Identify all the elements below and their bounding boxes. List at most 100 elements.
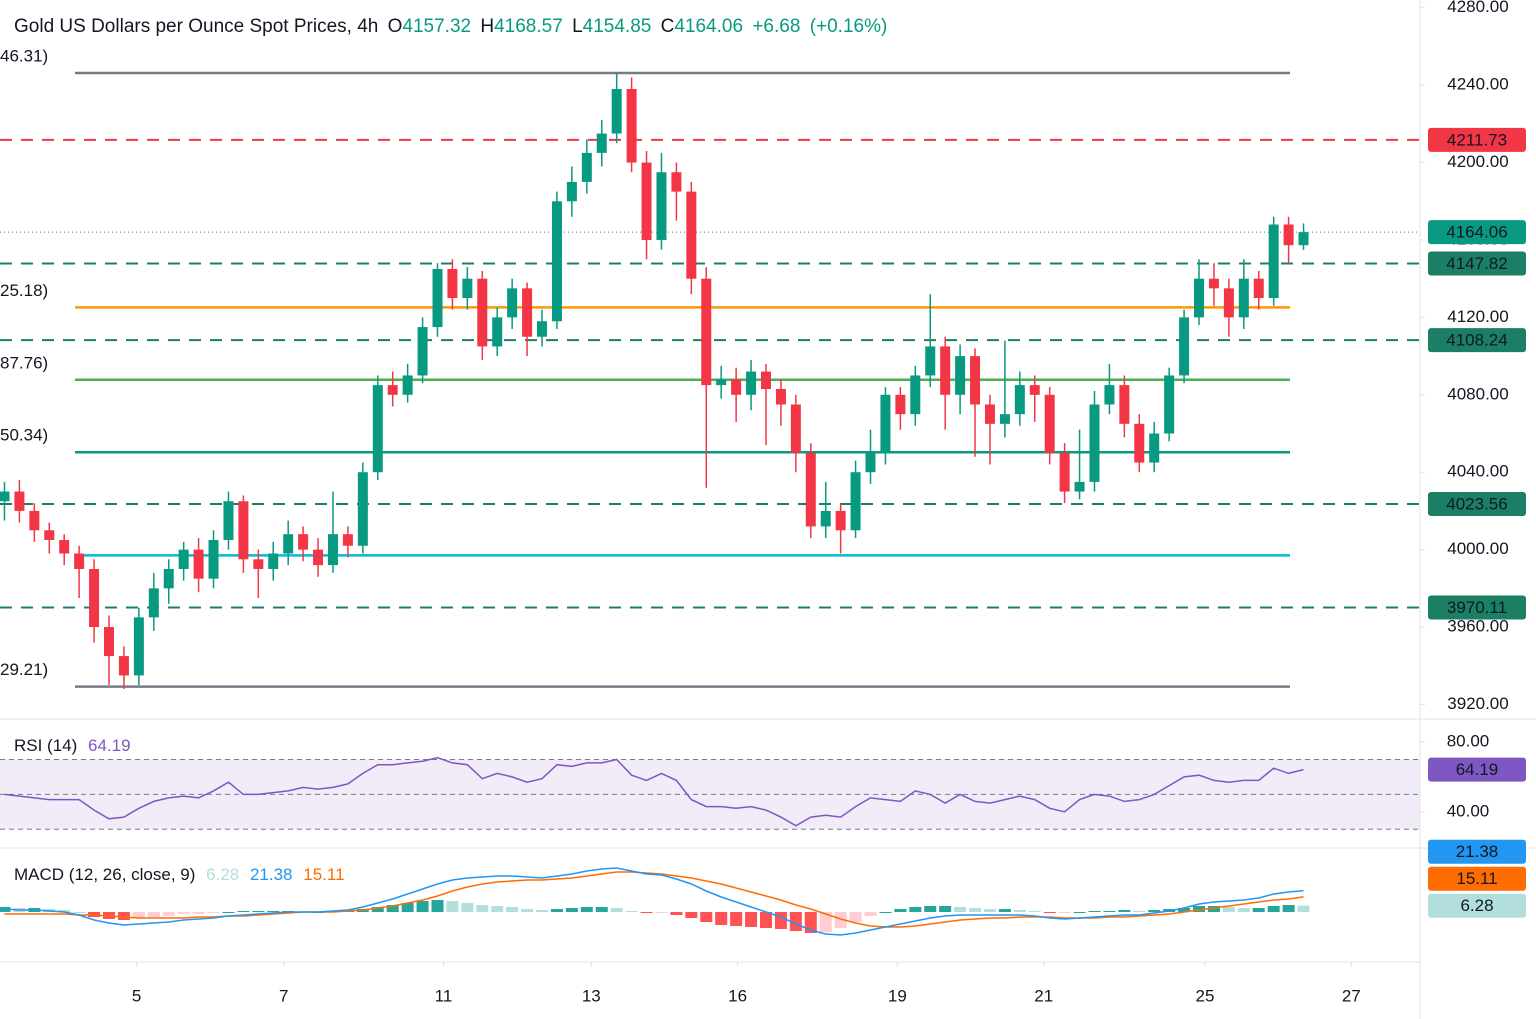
x-tick-label: 19 <box>888 986 907 1005</box>
macd-histogram-bar <box>879 912 892 913</box>
x-tick-label: 21 <box>1034 986 1053 1005</box>
candle-body <box>537 321 548 337</box>
candle-body <box>0 491 10 502</box>
x-tick-label: 7 <box>279 986 288 1005</box>
macd-histogram-bar <box>1133 911 1146 912</box>
candle-body <box>1164 375 1175 434</box>
macd-histogram-bar <box>521 909 534 912</box>
x-tick-label: 27 <box>1342 986 1361 1005</box>
price-badge <box>1428 220 1526 245</box>
macd-histogram-bar <box>580 907 593 912</box>
candle-body <box>760 371 771 389</box>
candle-body <box>775 388 786 405</box>
candle-body <box>327 534 338 566</box>
candle-body <box>477 278 488 347</box>
price-badge <box>1428 251 1526 276</box>
candle-body <box>596 133 607 153</box>
macd-histogram-bar <box>1252 908 1265 912</box>
macd-histogram-bar <box>1058 912 1071 913</box>
macd-histogram-bar <box>640 912 653 913</box>
candle-body <box>671 172 682 192</box>
macd-histogram-bar <box>1088 911 1101 912</box>
macd-histogram-bar <box>252 911 265 912</box>
ohlc-prefix: H <box>480 16 494 37</box>
macd-histogram-bar <box>132 912 145 918</box>
candle-body <box>1149 433 1160 463</box>
candle-body <box>895 394 906 415</box>
rsi-title: RSI (14) <box>14 736 77 755</box>
candle-body <box>850 472 861 531</box>
candle-body <box>507 288 518 318</box>
macd-histogram-bar <box>506 907 519 912</box>
price-badge-label: 4211.73 <box>1447 130 1507 149</box>
signal-value: 15.11 <box>303 865 344 884</box>
candle-body <box>910 375 921 415</box>
y-tick-label: 4000.00 <box>1447 539 1508 558</box>
candle-body <box>1044 394 1055 453</box>
macd-header: MACD (12, 26, close, 9) 6.28 21.38 15.11 <box>14 865 345 884</box>
macd-histogram-bar <box>1148 910 1161 912</box>
macd-histogram-bar <box>461 903 474 912</box>
macd-histogram-bar <box>849 912 862 922</box>
rsi-header: RSI (14) 64.19 <box>14 736 131 755</box>
macd-histogram-bar <box>1178 908 1191 912</box>
y-tick-label: 4200.00 <box>1447 152 1508 171</box>
close-value: 4164.06 <box>674 16 743 37</box>
macd-histogram-bar <box>1267 906 1280 912</box>
candle-body <box>820 510 831 527</box>
macd-histogram-bar <box>1013 910 1026 912</box>
candle-body <box>581 152 592 182</box>
macd-histogram-bar <box>1073 912 1086 913</box>
macd-histogram-bar <box>1028 911 1041 912</box>
macd-histogram-bar <box>655 912 668 913</box>
candle-body <box>163 568 174 589</box>
x-tick-label: 16 <box>728 986 747 1005</box>
candle-body <box>835 510 846 531</box>
macd-histogram-bar <box>864 912 877 916</box>
macd-histogram-bar <box>147 912 160 917</box>
macd-histogram-bar <box>969 908 982 912</box>
candle-body <box>44 530 55 540</box>
candle-body <box>701 278 712 386</box>
macd-histogram-bar <box>834 912 847 928</box>
x-tick-label: 5 <box>132 986 141 1005</box>
candle-body <box>656 172 667 240</box>
macd-histogram-bar <box>73 912 86 913</box>
macd-histogram-bar <box>267 911 280 912</box>
candle-body <box>746 371 757 395</box>
macd-histogram-bar <box>759 912 772 928</box>
macd-histogram-bar <box>610 908 623 912</box>
candle-body <box>955 356 966 395</box>
candle-body <box>1238 278 1249 318</box>
macd-histogram-bar <box>1282 905 1295 912</box>
candle-body <box>970 356 981 405</box>
candle-body <box>1119 385 1130 424</box>
candle-body <box>74 553 85 569</box>
low-value: 4154.85 <box>583 16 652 37</box>
candle-body <box>1253 278 1264 299</box>
candle-body <box>133 617 144 676</box>
macd-histogram-bar <box>909 907 922 912</box>
price-badge-label: 4164.06 <box>1446 223 1507 242</box>
macd-value: 21.38 <box>250 865 293 884</box>
overlay-layer: 4211.73 4147.82 4108.24 4023.56 3970.11 4164.… <box>1428 127 1526 918</box>
macd-histogram-bar <box>1118 910 1131 912</box>
candle-body <box>925 346 936 376</box>
macd-histogram-bar <box>685 912 698 918</box>
change-percent: (+0.16%) <box>810 16 888 37</box>
price-badge <box>1428 757 1526 782</box>
candle-body <box>1059 452 1070 492</box>
ohlc-prefix: L <box>572 16 583 37</box>
macd-histogram-bar <box>1193 906 1206 912</box>
candle-body <box>59 539 70 554</box>
candle-body <box>118 656 129 676</box>
candle-body <box>1074 481 1085 492</box>
x-tick-label: 25 <box>1196 986 1215 1005</box>
x-tick-label: 11 <box>435 986 453 1005</box>
candle-body <box>566 181 577 202</box>
candle-body <box>89 568 100 628</box>
candle-body <box>641 162 652 240</box>
macd-histogram-bar <box>416 901 429 912</box>
candle-body <box>716 379 727 386</box>
candle-body <box>104 627 115 657</box>
